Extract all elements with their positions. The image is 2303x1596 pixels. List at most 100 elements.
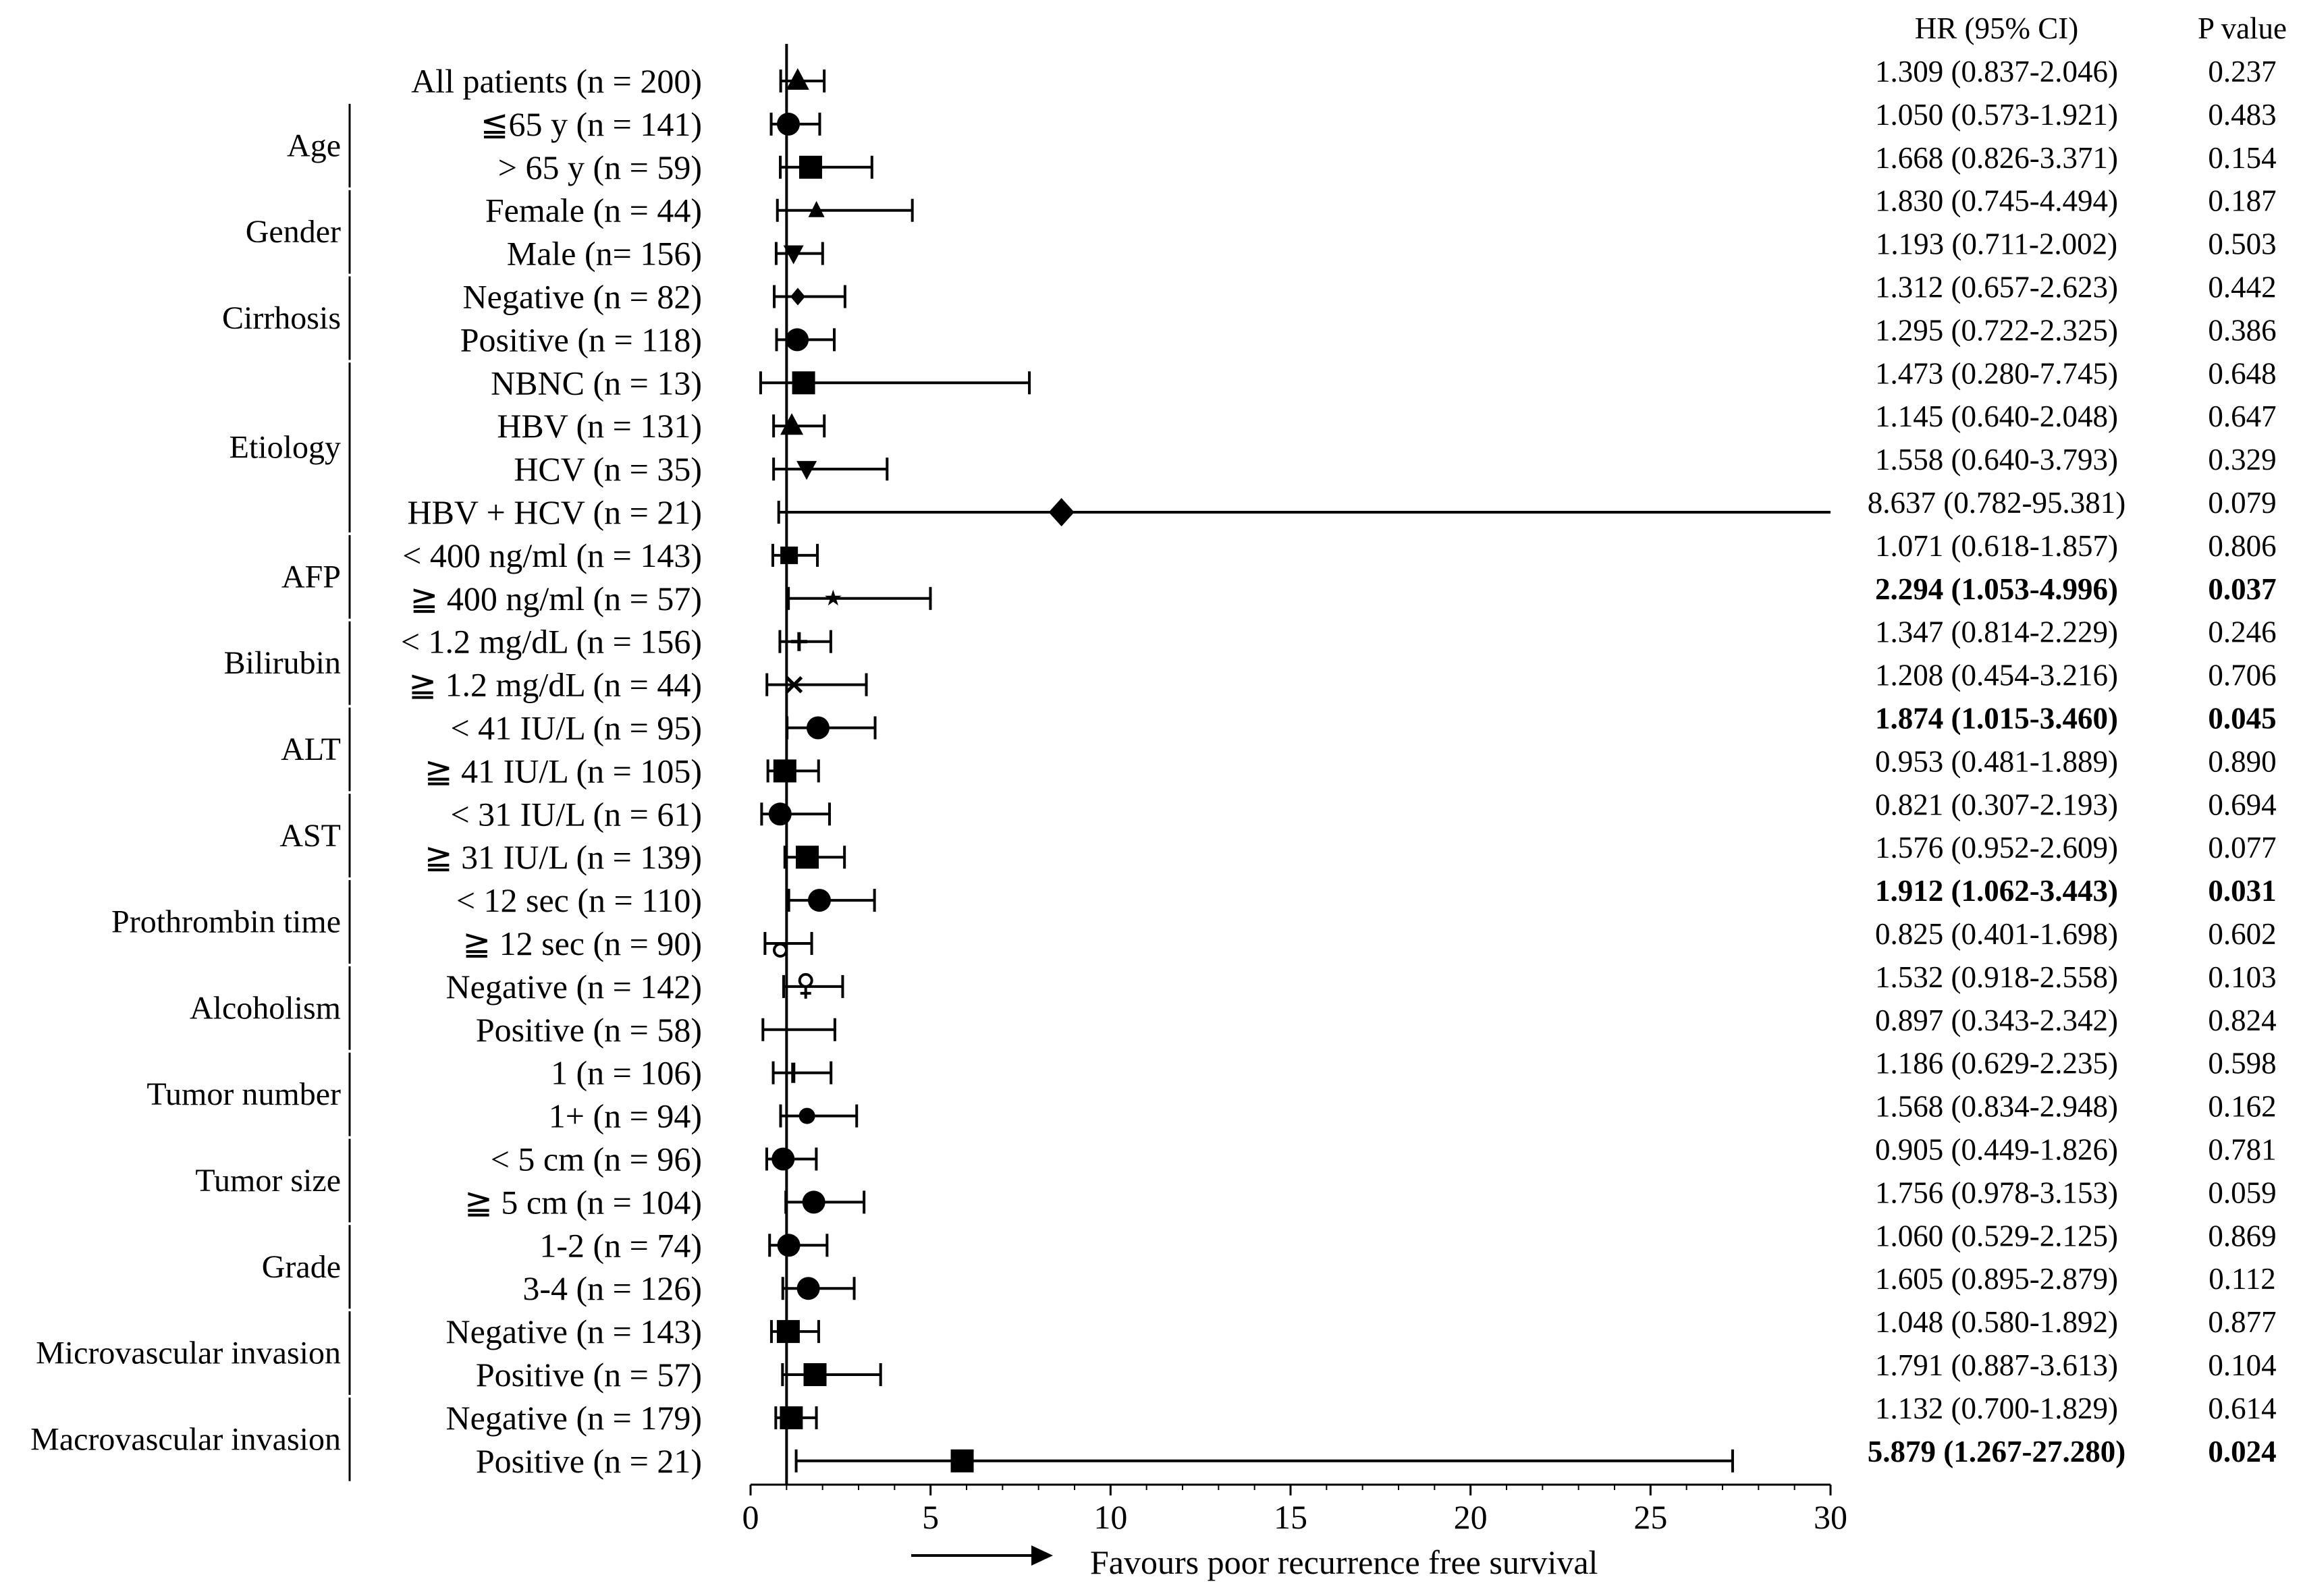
hr-ci-value: 1.071 (0.618-1.857) (1875, 529, 2118, 563)
hr-ci-value: 1.060 (0.529-2.125) (1875, 1219, 2118, 1253)
p-value: 0.059 (2208, 1176, 2276, 1209)
hr-ci-value: 1.605 (0.895-2.879) (1875, 1262, 2118, 1296)
marker-circle-small (798, 1107, 815, 1124)
p-value: 0.647 (2208, 400, 2276, 433)
marker-circle (786, 328, 809, 352)
hr-table: HR (95% CI) P value 1.309 (0.837-2.046) 0.2… (1868, 11, 2287, 1468)
row-label: > 65 y (n = 59) (498, 148, 702, 186)
p-value: 0.598 (2208, 1047, 2276, 1080)
hr-ci-value: 1.186 (0.629-2.235) (1875, 1047, 2118, 1080)
hr-ci-value: 0.905 (0.449-1.826) (1875, 1133, 2118, 1167)
row-label: Negative (n = 82) (463, 278, 702, 316)
row-label: ≧ 5 cm (n = 104) (464, 1183, 702, 1221)
group-label: Gender (246, 214, 341, 250)
row-label: Female (n = 44) (485, 192, 702, 229)
hr-ci-value: 1.874 (1.015-3.460) (1875, 702, 2118, 736)
x-tick-label: 0 (742, 1498, 759, 1536)
row-label: < 400 ng/ml (n = 143) (402, 536, 702, 574)
marker-triangle-small (808, 200, 825, 217)
p-value: 0.824 (2208, 1003, 2276, 1037)
hr-ci-value: 5.879 (1.267-27.280) (1868, 1435, 2125, 1468)
row-label: 1 (n = 106) (551, 1054, 702, 1092)
group-label: Prothrombin time (111, 904, 341, 940)
row-label: ≧ 400 ng/ml (n = 57) (410, 580, 702, 617)
p-value: 0.237 (2208, 55, 2276, 88)
row-label: HBV + HCV (n = 21) (407, 493, 702, 531)
hr-ci-value: 1.830 (0.745-4.494) (1875, 184, 2118, 218)
marker-circle (771, 1147, 795, 1171)
header-p-value: P value (2198, 11, 2287, 45)
x-tick-label: 30 (1814, 1498, 1847, 1536)
data-marks (759, 68, 1831, 1473)
row-label: Positive (n = 118) (460, 321, 702, 358)
p-value: 0.079 (2208, 486, 2276, 520)
marker-square (803, 1363, 827, 1386)
marker-star (825, 589, 842, 606)
group-label: Microvascular invasion (36, 1336, 341, 1371)
x-tick-label: 25 (1633, 1498, 1667, 1536)
hr-ci-value: 1.532 (0.918-2.558) (1875, 960, 2118, 994)
marker-circle (768, 802, 792, 826)
row-label: Negative (n = 179) (446, 1399, 702, 1437)
group-label: Alcoholism (190, 990, 341, 1026)
hr-ci-value: 1.347 (0.814-2.229) (1875, 615, 2118, 649)
hr-ci-value: 0.825 (0.401-1.698) (1875, 917, 2118, 951)
hr-ci-value: 1.791 (0.887-3.613) (1875, 1348, 2118, 1382)
marker-square (773, 759, 796, 783)
row-label: < 31 IU/L (n = 61) (450, 795, 702, 833)
hr-ci-value: 8.637 (0.782-95.381) (1868, 486, 2125, 520)
p-value: 0.246 (2208, 615, 2276, 649)
p-value: 0.386 (2208, 313, 2276, 347)
p-value: 0.031 (2208, 874, 2276, 908)
marker-square (798, 155, 822, 179)
hr-ci-value: 1.208 (0.454-3.216) (1875, 659, 2118, 692)
header-hr: HR (95% CI) (1915, 11, 2078, 45)
row-label: ≦65 y (n = 141) (481, 105, 702, 143)
row-label: < 41 IU/L (n = 95) (450, 709, 702, 747)
marker-ring (798, 972, 813, 988)
marker-square (792, 371, 815, 395)
row-label: < 5 cm (n = 96) (491, 1140, 702, 1178)
group-label: Macrovascular invasion (30, 1421, 341, 1457)
p-value: 0.162 (2208, 1090, 2276, 1124)
hr-ci-value: 0.821 (0.307-2.193) (1875, 788, 2118, 821)
hr-ci-value: 1.295 (0.722-2.325) (1875, 313, 2118, 347)
row-label: Positive (n = 21) (476, 1442, 702, 1480)
row-label: ≧ 12 sec (n = 90) (462, 925, 702, 962)
row-label: HBV (n = 131) (497, 407, 702, 445)
hr-ci-value: 1.050 (0.573-1.921) (1875, 98, 2118, 132)
marker-cross (785, 676, 803, 694)
marker-square (796, 846, 819, 869)
hr-ci-value: 0.897 (0.343-2.342) (1875, 1003, 2118, 1037)
group-label: Etiology (229, 430, 341, 466)
row-label: < 1.2 mg/dL (n = 156) (401, 623, 702, 661)
hr-ci-value: 1.756 (0.978-3.153) (1875, 1176, 2118, 1209)
marker-triangle (786, 68, 809, 90)
hr-ci-value: 1.132 (0.700-1.829) (1875, 1392, 2118, 1425)
x-tick-label: 5 (922, 1498, 939, 1536)
p-value: 0.103 (2208, 960, 2276, 994)
p-value: 0.614 (2208, 1392, 2276, 1425)
hr-ci-value: 1.309 (0.837-2.046) (1875, 55, 2118, 88)
x-tick-label: 20 (1454, 1498, 1488, 1536)
row-label: Male (n= 156) (507, 235, 702, 273)
row-label: Positive (n = 58) (476, 1011, 702, 1049)
marker-square (776, 1320, 800, 1344)
marker-circle (802, 1190, 825, 1214)
p-value: 0.037 (2208, 572, 2276, 606)
p-value: 0.187 (2208, 184, 2276, 218)
marker-square (950, 1449, 974, 1473)
hr-ci-value: 1.668 (0.826-3.371) (1875, 141, 2118, 175)
row-labels: All patients (n = 200) ≦65 y (n = 141) > 6… (401, 62, 702, 1480)
p-value: 0.045 (2208, 702, 2276, 736)
row-label: Positive (n = 57) (476, 1356, 702, 1394)
row-label: ≧ 1.2 mg/dL (n = 44) (408, 666, 702, 704)
marker-diamond (1048, 498, 1075, 526)
p-value: 0.706 (2208, 659, 2276, 692)
p-value: 0.503 (2208, 227, 2276, 261)
marker-triangle-down (783, 245, 804, 265)
marker-cross (800, 986, 811, 999)
marker-circle (807, 889, 831, 912)
marker-square-small (780, 546, 798, 564)
